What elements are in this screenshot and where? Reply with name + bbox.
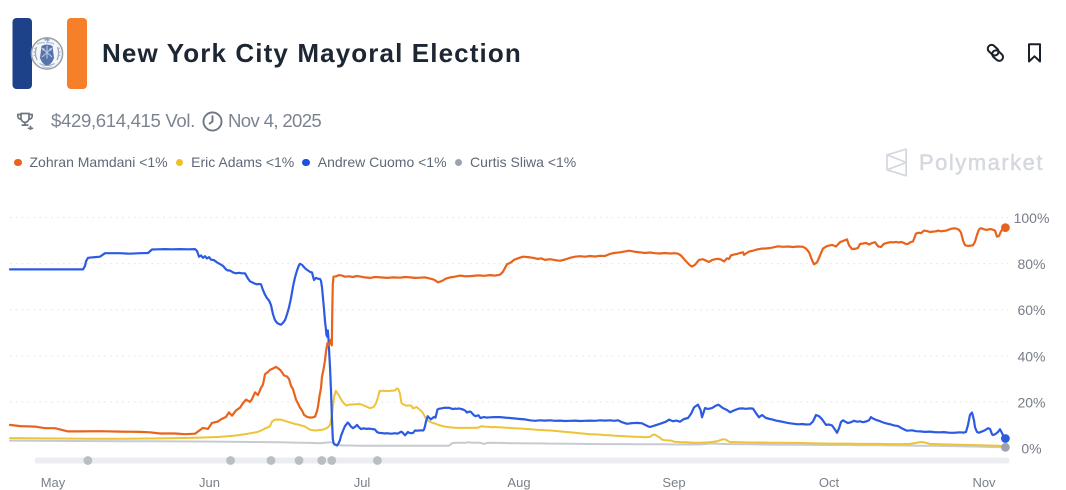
svg-text:20%: 20% [1017, 394, 1045, 410]
svg-text:Jun: Jun [199, 475, 220, 490]
svg-text:80%: 80% [1017, 256, 1045, 272]
svg-text:Oct: Oct [819, 475, 840, 490]
svg-text:0%: 0% [1021, 441, 1041, 457]
svg-text:Aug: Aug [507, 475, 530, 490]
svg-text:40%: 40% [1017, 348, 1045, 364]
svg-text:Jul: Jul [354, 475, 371, 490]
svg-text:Sep: Sep [662, 475, 685, 490]
svg-text:60%: 60% [1017, 302, 1045, 318]
svg-text:Nov: Nov [972, 475, 996, 490]
svg-text:100%: 100% [1014, 210, 1050, 226]
svg-text:May: May [41, 475, 66, 490]
